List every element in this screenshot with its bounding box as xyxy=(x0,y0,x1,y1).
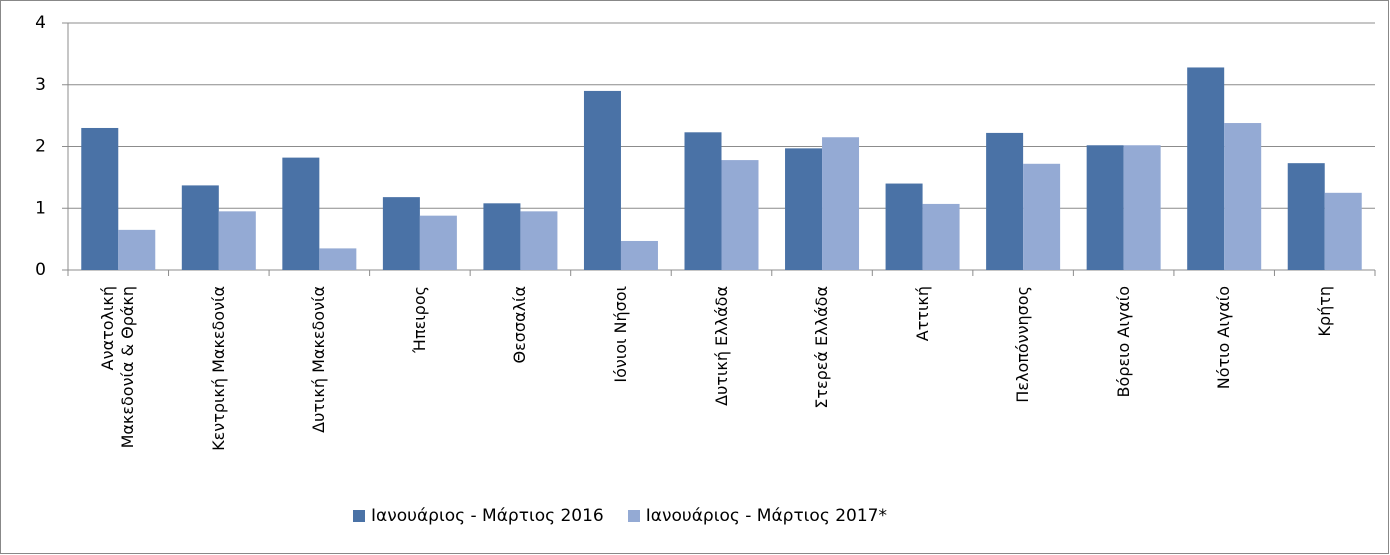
bar xyxy=(218,211,256,270)
bar xyxy=(620,240,658,270)
legend-swatch xyxy=(627,510,640,522)
legend-item: Ιανουάριος - Μάρτιος 2017* xyxy=(627,506,887,526)
bar xyxy=(822,137,860,270)
bar xyxy=(1123,145,1161,270)
legend-label: Ιανουάριος - Μάρτιος 2017* xyxy=(645,506,887,526)
x-tick-label: Στερεά Ελλάδα xyxy=(812,286,832,409)
bar xyxy=(1086,145,1124,270)
bar xyxy=(1287,163,1325,270)
bar xyxy=(181,185,219,270)
bar xyxy=(382,197,420,270)
bar xyxy=(1224,123,1262,270)
bar xyxy=(1324,192,1362,270)
y-tick-label: 0 xyxy=(35,260,46,280)
bar xyxy=(922,203,960,270)
legend-item: Ιανουάριος - Μάρτιος 2016 xyxy=(353,506,604,526)
bar xyxy=(319,248,357,270)
bar xyxy=(520,211,558,270)
x-tick-label: Βόρειο Αιγαίο xyxy=(1113,286,1133,398)
bar xyxy=(885,183,923,270)
y-tick-label: 1 xyxy=(35,198,46,218)
x-tick-label: Κεντρική Μακεδονία xyxy=(208,286,228,451)
bar xyxy=(118,229,156,270)
bar xyxy=(684,132,722,270)
x-tick-label: Θεσσαλία xyxy=(510,286,530,364)
x-tick-label: Αττική xyxy=(912,286,932,342)
x-tick-label: Ήπειρος xyxy=(409,286,429,353)
bar xyxy=(81,127,119,270)
x-tick-label: Ιόνιοι Νήσοι xyxy=(610,286,630,383)
bar xyxy=(785,148,823,270)
legend: Ιανουάριος - Μάρτιος 2016 Ιανουάριος - Μά… xyxy=(0,506,1240,526)
x-tick-label: Νότιο Αιγαίο xyxy=(1214,286,1234,390)
bar xyxy=(1023,163,1061,270)
x-tick-label: Πελοπόννησος xyxy=(1013,286,1033,403)
bar xyxy=(282,157,320,270)
bar xyxy=(583,90,621,270)
y-tick-label: 2 xyxy=(35,137,46,157)
x-tick-label: Ανατολική Μακεδονία & Θράκη xyxy=(98,286,138,449)
x-tick-label: Δυτική Ελλάδα xyxy=(711,286,731,406)
x-tick-label: Δυτική Μακεδονία xyxy=(309,286,329,433)
x-tick-label: Κρήτη xyxy=(1314,286,1334,337)
bar xyxy=(721,160,759,270)
legend-swatch xyxy=(353,510,366,522)
bar xyxy=(1187,67,1225,271)
y-tick-label: 4 xyxy=(35,13,46,33)
legend-label: Ιανουάριος - Μάρτιος 2016 xyxy=(371,506,604,526)
y-tick-label: 3 xyxy=(35,75,46,95)
bar xyxy=(419,215,457,270)
bar xyxy=(483,203,521,270)
bar xyxy=(986,132,1024,270)
